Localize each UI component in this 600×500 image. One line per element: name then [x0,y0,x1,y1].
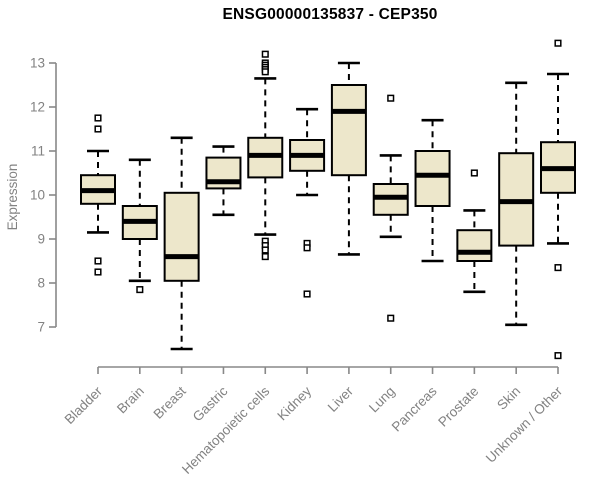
boxplot-liver [330,61,367,256]
boxplot-kidney [289,107,326,298]
boxplot-skin [498,81,535,327]
outlier-point [387,314,395,322]
iqr-box [456,229,493,262]
x-tick-label-unknown-other: Unknown / Other [483,383,566,466]
outlier-point [554,352,562,360]
x-tick-label-prostate: Prostate [435,384,481,430]
x-tick-label-lung: Lung [366,384,398,416]
outlier-point [261,50,269,58]
outlier-point [261,246,269,254]
boxplot-gastric [205,145,242,217]
x-tick-label-pancreas: Pancreas [389,383,440,434]
y-tick-label-11: 11 [31,144,45,159]
x-tick-label-skin: Skin [494,384,523,413]
y-tick-label-12: 12 [30,100,45,115]
x-tick-label-bladder: Bladder [62,383,106,427]
iqr-box [330,84,367,177]
outlier-point [554,264,562,272]
boxplot-lung [372,94,409,322]
x-tick-label-liver: Liver [325,383,357,415]
outlier-point [303,290,311,298]
outlier-point [387,94,395,102]
chart-title: ENSG00000135837 - CEP350 [222,6,438,23]
y-tick-label-9: 9 [37,232,45,247]
y-tick-label-10: 10 [30,188,45,203]
outlier-point [261,68,269,76]
y-axis-title: Expression [5,164,20,231]
iqr-box [414,150,451,207]
x-tick-label-brain: Brain [114,384,147,417]
outlier-point [261,253,269,261]
outlier-point [303,244,311,252]
y-tick-label-7: 7 [37,320,45,335]
boxplot-hematopoietic-cells [247,50,284,261]
outlier-point [470,169,478,177]
y-tick-label-13: 13 [30,56,45,71]
outlier-point [94,125,102,133]
boxplot-unknown-other [540,39,576,360]
y-tick-label-8: 8 [37,276,45,291]
outlier-point [554,39,562,47]
x-tick-label-kidney: Kidney [274,383,314,423]
outlier-point [94,268,102,276]
boxplot-brain [121,158,158,294]
outlier-point [94,114,102,122]
outlier-point [136,286,144,294]
iqr-box [163,191,200,282]
x-tick-label-gastric: Gastric [190,383,231,424]
boxplot-pancreas [414,118,451,263]
boxplot-breast [163,136,200,351]
x-tick-label-breast: Breast [151,383,189,421]
boxplot-prostate [456,169,493,294]
boxplot-bladder [80,114,116,276]
outlier-point [94,257,102,265]
